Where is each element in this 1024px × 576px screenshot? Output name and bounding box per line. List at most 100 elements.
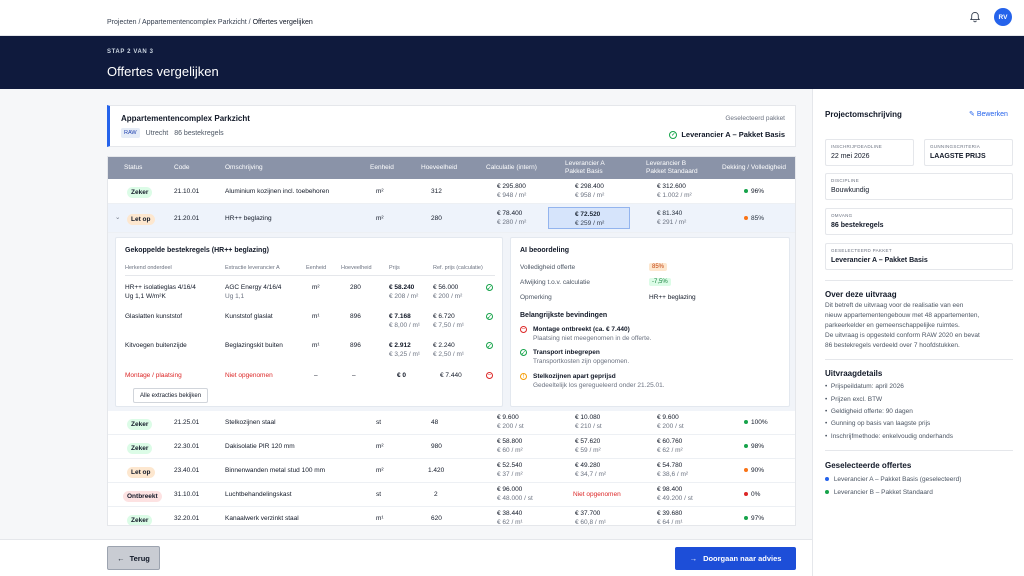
col-description[interactable]: Omschrijving xyxy=(225,164,263,171)
field-label: GUNNINGSCRITERIA xyxy=(930,144,981,149)
page-header: STAP 2 VAN 3 Offertes vergelijken xyxy=(0,36,1024,89)
offer-dot xyxy=(825,477,829,482)
selected-package-value: Leverancier A – Pakket Basis xyxy=(681,130,785,139)
comparison-table: Status Code Omschrijving Eenheid Hoeveel… xyxy=(107,156,796,526)
row-supplier-a-unit: € 59 / m² xyxy=(575,447,601,454)
row-quantity: 48 xyxy=(431,419,439,426)
package-field: GESELECTEERD PAKKET Leverancier A – Pakk… xyxy=(825,243,1013,270)
linked-ref: € 2.240 xyxy=(433,342,455,349)
chevron-down-icon[interactable]: ⌄ xyxy=(115,214,121,221)
detail-item: • Inschrijfmethode: enkelvoudig onderhan… xyxy=(825,433,954,440)
breadcrumb-separator: / xyxy=(248,19,251,26)
minus-circle-icon: − xyxy=(486,372,493,379)
minus-circle-icon: − xyxy=(520,326,527,333)
row-supplier-a: Niet opgenomen xyxy=(573,491,621,498)
linked-lines-title: Gekoppelde bestekregels (HR++ beglazing) xyxy=(125,247,269,254)
field-label: INSCHRIJFDEADLINE xyxy=(831,144,883,149)
row-description: Kanaalwerk verzinkt staal xyxy=(225,515,299,522)
coverage-dot xyxy=(744,468,748,473)
table-row[interactable]: Zeker 22.30.01 Dakisolatie PIR 120 mm m²… xyxy=(108,435,795,459)
col-status[interactable]: Status xyxy=(124,164,143,171)
row-supplier-a-unit: € 210 / st xyxy=(575,423,602,430)
status-badge: Zeker xyxy=(127,515,153,525)
continue-button[interactable]: → Doorgaan naar advies xyxy=(675,547,796,570)
row-description: Stelkozijnen staal xyxy=(225,419,276,426)
ai-review-title: AI beoordeling xyxy=(520,247,569,254)
breadcrumb-projects[interactable]: Projecten xyxy=(107,19,137,26)
detail-item: • Geldigheid offerte: 90 dagen xyxy=(825,408,913,415)
offer-item[interactable]: Leverancier B – Pakket Standaard xyxy=(825,488,933,498)
bell-icon[interactable] xyxy=(969,11,981,23)
table-row[interactable]: Zeker 32.20.01 Kanaalwerk verzinkt staal… xyxy=(108,507,795,526)
coverage-dot xyxy=(744,216,748,221)
back-button[interactable]: ← Terug xyxy=(107,546,160,570)
linked-col-qty: Hoeveelheid xyxy=(341,265,372,271)
row-supplier-a: € 10.080 xyxy=(575,414,601,421)
detail-item: • Gunning op basis van laagste prijs xyxy=(825,420,931,427)
row-coverage: 85% xyxy=(744,215,764,222)
col-quantity[interactable]: Hoeveelheid xyxy=(421,164,458,171)
linked-price-unit: € 208 / m² xyxy=(389,293,419,300)
row-supplier-b-unit: € 200 / st xyxy=(657,423,684,430)
row-quantity: 1.420 xyxy=(428,467,445,474)
about-text: nieuw appartementengebouw met 48 apparte… xyxy=(825,312,980,319)
field-value: Leverancier A – Pakket Basis xyxy=(831,257,928,264)
edit-link[interactable]: ✎ Bewerken xyxy=(969,111,1008,118)
continue-button-label: Doorgaan naar advies xyxy=(703,554,782,563)
criteria-field: GUNNINGSCRITERIA LAAGSTE PRIJS xyxy=(924,139,1013,166)
row-unit: st xyxy=(376,491,382,498)
linked-col-extract: Extractie leverancier A xyxy=(225,265,280,271)
offer-item[interactable]: Leverancier A – Pakket Basis (geselectee… xyxy=(825,475,961,485)
row-calc-unit: € 200 / st xyxy=(497,423,524,430)
row-1-right: € 81.340 € 291 / m² 85% xyxy=(108,204,795,233)
row-unit: st xyxy=(376,419,382,426)
linked-part: HR++ isolatieglas 4/16/4 xyxy=(125,284,196,291)
col-code[interactable]: Code xyxy=(174,164,190,171)
finding-title: Transport inbegrepen xyxy=(533,349,600,356)
col-coverage[interactable]: Dekking / Volledigheid xyxy=(722,164,786,171)
col-supplier-a[interactable]: Leverancier A xyxy=(565,160,605,167)
coverage-dot xyxy=(744,492,748,497)
check-circle-icon: ✓ xyxy=(486,342,493,350)
status-badge: Let op xyxy=(127,467,155,478)
selected-cell-highlight[interactable]: € 72.520 € 259 / m² xyxy=(548,207,630,229)
row-supplier-a-unit: € 34,7 / m² xyxy=(575,471,607,478)
linked-price: € 0 xyxy=(397,372,407,379)
check-circle-icon: ✓ xyxy=(669,130,678,139)
breadcrumb-current: Offertes vergelijken xyxy=(252,19,313,26)
linked-unit: m¹ xyxy=(312,313,320,320)
table-row[interactable]: Zeker 21.25.01 Stelkozijnen staal st 48 … xyxy=(108,411,795,435)
linked-qty: 896 xyxy=(350,313,361,320)
field-value: LAAGSTE PRIJS xyxy=(930,153,986,160)
about-text: 86 bestekregels verdeeld over 7 hoofdstu… xyxy=(825,342,960,349)
row-description: Dakisolatie PIR 120 mm xyxy=(225,443,295,450)
sidebar-title: Projectomschrijving xyxy=(825,110,902,119)
row-supplier-b: € 312.600 xyxy=(657,183,686,190)
avatar[interactable]: RV xyxy=(994,8,1012,26)
col-unit[interactable]: Eenheid xyxy=(370,164,394,171)
row-code: 21.25.01 xyxy=(174,419,200,426)
row-quantity: 2 xyxy=(434,491,438,498)
table-row[interactable]: Let op 23.40.01 Binnenwanden metal stud … xyxy=(108,459,795,483)
col-supplier-b[interactable]: Leverancier B xyxy=(646,160,687,167)
field-label: OMVANG xyxy=(831,213,853,218)
linked-unit: m² xyxy=(312,284,320,291)
view-extractions-button[interactable]: Alle extracties bekijken xyxy=(133,388,209,403)
row-unit: m¹ xyxy=(376,515,384,522)
row-supplier-b: € 54.780 xyxy=(657,462,683,469)
row-supplier-b-unit: € 49.200 / st xyxy=(657,495,693,502)
status-badge: Zeker xyxy=(127,443,153,454)
table-row-expanded[interactable]: ⌄ Let op 21.20.01 HR++ beglazing m² 280 … xyxy=(108,204,795,233)
about-text: De uitvraag is opgesteld conform RAW 202… xyxy=(825,332,980,339)
table-row[interactable]: Zeker 21.10.01 Aluminium kozijnen incl. … xyxy=(108,179,795,204)
table-row[interactable]: Ontbreekt 31.10.01 Luchtbehandelingskast… xyxy=(108,483,795,507)
breadcrumb-project[interactable]: Appartementencomplex Parkzicht xyxy=(142,19,247,26)
check-circle-icon: ✓ xyxy=(486,284,493,292)
col-calculation[interactable]: Calculatie (intern) xyxy=(486,164,537,171)
offers-title: Geselecteerde offertes xyxy=(825,461,912,470)
row-calc: € 96.000 xyxy=(497,486,523,493)
row-supplier-a: € 37.700 xyxy=(575,510,601,517)
row-calc-unit: € 62 / m¹ xyxy=(497,519,523,526)
selected-package: ✓ Leverancier A – Pakket Basis xyxy=(669,130,785,139)
row-calc: € 295.800 xyxy=(497,183,526,190)
